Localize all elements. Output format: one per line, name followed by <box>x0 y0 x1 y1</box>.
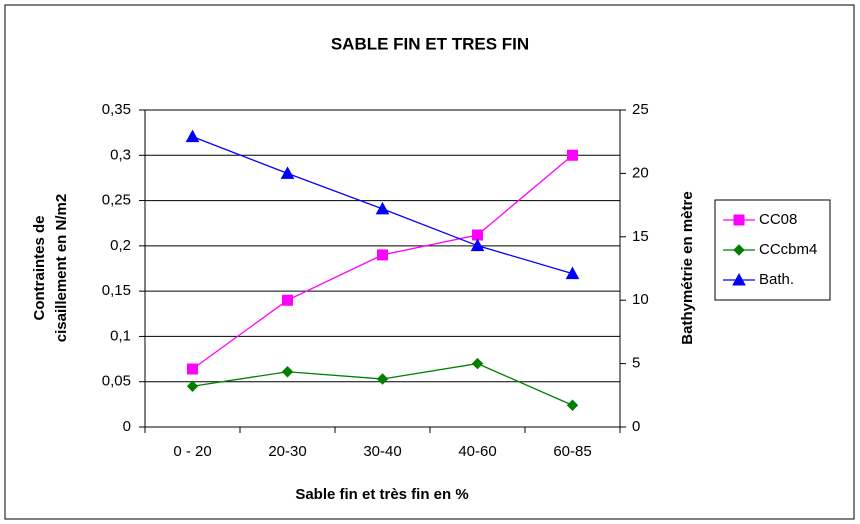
legend-marker <box>732 272 746 286</box>
x-tick-label: 40-60 <box>458 443 496 460</box>
y-tick-label: 0,1 <box>110 327 131 344</box>
y2-tick-label: 20 <box>632 164 649 181</box>
data-point <box>377 249 388 261</box>
data-point <box>470 238 485 252</box>
data-point <box>186 380 199 392</box>
y2-tick-label: 25 <box>632 101 649 118</box>
data-point <box>471 357 484 370</box>
data-point <box>280 166 295 179</box>
chart-title: SABLE FIN ET TRES FIN <box>331 34 529 53</box>
x-tick-label: 60-85 <box>553 443 591 460</box>
y-tick-label: 0,15 <box>102 282 131 299</box>
legend-label: CCcbm4 <box>759 241 817 258</box>
legend-marker <box>733 244 745 256</box>
y-tick-label: 0,25 <box>102 192 131 209</box>
data-point <box>566 399 579 411</box>
y2-tick-label: 5 <box>632 355 640 372</box>
data-point <box>472 229 483 241</box>
data-point <box>376 373 389 385</box>
legend-label: Bath. <box>759 271 794 288</box>
x-tick-label: 0 - 20 <box>173 443 211 460</box>
data-point <box>375 201 390 215</box>
y-axis-label: Contraintes de <box>31 215 48 320</box>
y-axis-label: cisaillement en N/m2 <box>53 194 70 342</box>
y2-tick-label: 10 <box>632 291 649 308</box>
y-tick-label: 0,35 <box>102 101 131 118</box>
x-axis-label: Sable fin et très fin en % <box>295 486 468 503</box>
chart-border <box>4 4 855 520</box>
data-point <box>281 366 294 378</box>
data-point <box>185 129 200 143</box>
y2-axis-label: Bathymétrie en mètre <box>679 191 696 344</box>
y-tick-label: 0 <box>123 418 131 435</box>
x-tick-label: 20-30 <box>268 443 306 460</box>
data-point <box>567 149 578 161</box>
legend-label: CC08 <box>759 211 797 228</box>
data-point <box>565 266 580 280</box>
legend-marker <box>733 214 745 226</box>
y2-tick-label: 15 <box>632 228 649 245</box>
data-point <box>187 363 198 375</box>
y-tick-label: 0,2 <box>110 237 131 254</box>
x-tick-label: 30-40 <box>363 443 401 460</box>
y2-tick-label: 0 <box>632 418 640 435</box>
y-tick-label: 0,3 <box>110 146 131 163</box>
y-tick-label: 0,05 <box>102 373 131 390</box>
data-point <box>282 294 293 306</box>
